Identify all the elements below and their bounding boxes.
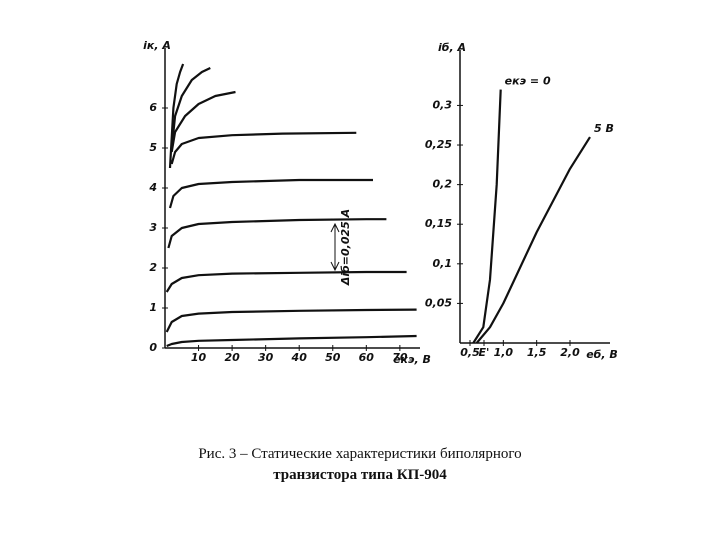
y-tick-label: 0,1 bbox=[433, 257, 453, 270]
x-axis-label: eб, В bbox=[586, 348, 618, 361]
y-tick-label: 0,2 bbox=[433, 178, 453, 191]
caption-text: транзистора типа КП-904 bbox=[273, 467, 447, 483]
x-tick-label: 50 bbox=[325, 351, 341, 364]
x-tick-label: E' bbox=[479, 346, 490, 359]
y-tick-label: 2 bbox=[149, 261, 157, 274]
curve bbox=[170, 67, 211, 149]
x-axis-label: eкэ, В bbox=[393, 353, 431, 366]
curve-label: 5 В bbox=[594, 122, 614, 135]
y-tick-label: 0,15 bbox=[425, 217, 452, 230]
caption-line: Рис. 3 – Статические характеристики бипо… bbox=[0, 444, 720, 465]
y-tick-label: 5 bbox=[149, 141, 157, 154]
x-tick-label: 2,0 bbox=[560, 346, 580, 359]
y-tick-label: 6 bbox=[149, 101, 157, 114]
curve bbox=[168, 63, 185, 169]
figure: Δiб=0,025 А iк, А eкэ, В 0 1 2 3 4 5 6 10 20 30 40 50… bbox=[143, 39, 618, 366]
caption-text: Рис. 3 – Статические характеристики бипо… bbox=[198, 446, 522, 462]
y-tick-label: 0 bbox=[149, 341, 157, 354]
curve bbox=[168, 178, 373, 209]
curve bbox=[165, 270, 407, 293]
y-tick-label: 3 bbox=[149, 221, 157, 234]
curve bbox=[167, 218, 387, 249]
curve bbox=[170, 131, 357, 165]
x-tick-label: 70 bbox=[392, 351, 408, 364]
curve-label: eкэ = 0 bbox=[505, 75, 551, 88]
caption-line: транзистора типа КП-904 bbox=[0, 465, 720, 486]
arrow-heads bbox=[330, 222, 340, 272]
x-tick-label: 40 bbox=[291, 351, 308, 364]
x-tick-label: 60 bbox=[359, 351, 375, 364]
y-tick-label: 0,3 bbox=[433, 98, 453, 111]
y-axis-label: iб, А bbox=[438, 41, 466, 54]
annotation: Δiб=0,025 А bbox=[339, 209, 352, 286]
x-tick-label: 30 bbox=[258, 351, 274, 364]
curve bbox=[170, 90, 236, 153]
x-tick-label: 10 bbox=[191, 351, 207, 364]
y-tick-label: 1 bbox=[149, 301, 157, 314]
curve bbox=[475, 136, 591, 344]
y-tick-label: 0,25 bbox=[425, 138, 452, 151]
x-tick-label: 1,0 bbox=[494, 346, 514, 359]
curve bbox=[472, 89, 502, 344]
y-axis-label: iк, А bbox=[143, 39, 171, 52]
x-tick-label: 20 bbox=[224, 351, 240, 364]
caption: Рис. 3 – Статические характеристики бипо… bbox=[0, 444, 720, 486]
x-tick-label: 1,5 bbox=[527, 346, 547, 359]
curve bbox=[165, 308, 417, 333]
y-tick-label: 0,05 bbox=[425, 296, 452, 309]
curve bbox=[166, 334, 417, 348]
x-tick-label: 0,5 bbox=[460, 346, 480, 359]
y-tick-label: 4 bbox=[148, 181, 157, 194]
